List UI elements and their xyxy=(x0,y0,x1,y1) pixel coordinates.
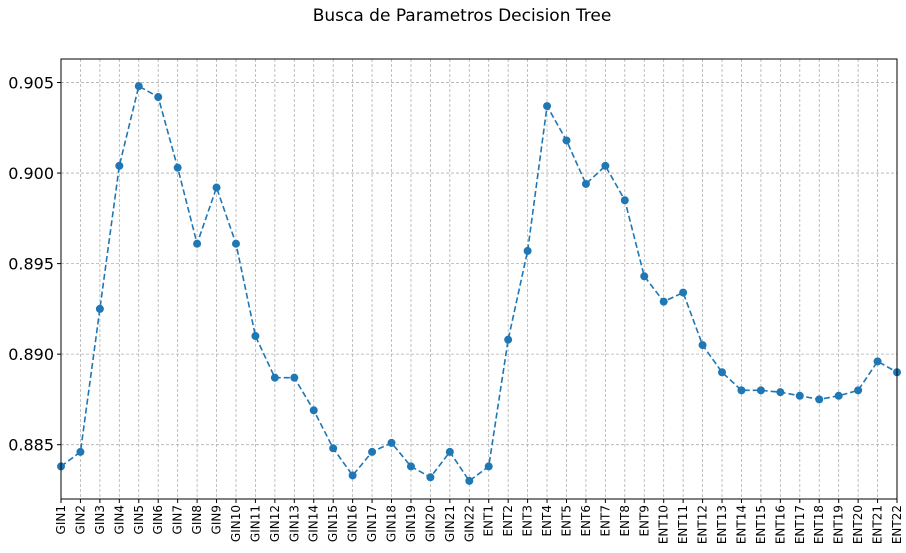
x-tick-label: GIN15 xyxy=(326,505,340,542)
data-point-gin10 xyxy=(231,239,240,248)
x-tick-label: ENT3 xyxy=(521,505,535,537)
data-point-ent3 xyxy=(523,246,532,255)
x-tick-label: ENT10 xyxy=(657,505,671,544)
x-tick-label: ENT11 xyxy=(676,505,690,544)
x-tick-label: ENT4 xyxy=(540,505,554,537)
data-point-ent4 xyxy=(543,102,552,111)
data-point-ent8 xyxy=(620,196,629,205)
data-point-ent5 xyxy=(562,136,571,145)
data-point-gin3 xyxy=(95,304,104,313)
data-point-ent15 xyxy=(756,386,765,395)
data-point-ent6 xyxy=(581,179,590,188)
plot-frame xyxy=(60,58,898,500)
data-point-gin4 xyxy=(115,161,124,170)
x-tick-label: GIN18 xyxy=(385,505,399,542)
chart-title: Busca de Parametros Decision Tree xyxy=(313,6,612,26)
x-tick-label: GIN9 xyxy=(210,505,224,534)
x-tick-labels: GIN1 GIN2 GIN3 GIN4 GIN5 GIN6 GIN7 GIN8 GIN9 GIN1… xyxy=(54,499,904,544)
data-point-gin6 xyxy=(154,93,163,102)
x-tick-label: ENT17 xyxy=(793,505,807,544)
data-point-gin5 xyxy=(134,82,143,91)
x-tick-label: GIN7 xyxy=(171,505,185,534)
y-tick-label: 0.885 xyxy=(8,436,54,455)
x-tick-label: ENT19 xyxy=(832,505,846,544)
data-point-ent1 xyxy=(484,462,493,471)
x-tick-label: ENT16 xyxy=(773,505,787,544)
grid-layer xyxy=(60,59,898,499)
data-point-gin15 xyxy=(329,444,338,453)
data-point-gin16 xyxy=(348,471,357,480)
y-tick-label: 0.905 xyxy=(8,74,54,93)
x-tick-label: ENT15 xyxy=(754,505,768,544)
x-tick-label: ENT21 xyxy=(871,505,885,544)
x-tick-label: ENT13 xyxy=(715,505,729,544)
data-point-ent16 xyxy=(776,388,785,397)
data-point-ent9 xyxy=(640,272,649,281)
data-point-gin2 xyxy=(76,447,85,456)
data-point-gin19 xyxy=(406,462,415,471)
x-tick-label: ENT22 xyxy=(890,505,904,544)
x-tick-label: GIN3 xyxy=(93,505,107,534)
data-point-ent17 xyxy=(795,391,804,400)
data-point-ent13 xyxy=(718,368,727,377)
data-point-ent10 xyxy=(659,297,668,306)
data-point-ent12 xyxy=(698,341,707,350)
x-tick-label: GIN17 xyxy=(365,505,379,542)
data-point-gin21 xyxy=(445,447,454,456)
x-tick-label: GIN22 xyxy=(462,505,476,542)
x-tick-label: GIN19 xyxy=(404,505,418,542)
x-tick-label: GIN13 xyxy=(287,505,301,542)
x-tick-label: GIN14 xyxy=(307,505,321,542)
x-tick-label: GIN10 xyxy=(229,505,243,542)
data-point-gin9 xyxy=(212,183,221,192)
data-point-ent2 xyxy=(504,335,513,344)
x-tick-label: GIN5 xyxy=(132,505,146,534)
x-tick-label: GIN4 xyxy=(112,505,126,534)
x-tick-label: ENT14 xyxy=(734,505,748,544)
x-tick-label: GIN16 xyxy=(346,505,360,542)
x-tick-label: ENT5 xyxy=(559,505,573,537)
data-point-ent7 xyxy=(601,161,610,170)
x-tick-label: ENT7 xyxy=(598,505,612,537)
x-tick-label: ENT8 xyxy=(618,505,632,537)
data-point-ent11 xyxy=(679,288,688,297)
data-point-gin8 xyxy=(193,239,202,248)
x-tick-label: ENT1 xyxy=(482,505,496,537)
y-tick-label: 0.900 xyxy=(8,164,54,183)
y-tick-labels: 0.885 0.890 0.895 0.900 0.905 xyxy=(8,74,61,455)
y-tick-label: 0.895 xyxy=(8,255,54,274)
data-point-gin14 xyxy=(309,406,318,415)
x-tick-label: GIN8 xyxy=(190,505,204,534)
y-tick-label: 0.890 xyxy=(8,345,54,364)
data-point-ent18 xyxy=(815,395,824,404)
data-point-ent14 xyxy=(737,386,746,395)
data-point-gin17 xyxy=(368,447,377,456)
x-tick-label: ENT9 xyxy=(637,505,651,537)
x-tick-label: ENT18 xyxy=(812,505,826,544)
x-tick-label: GIN2 xyxy=(73,505,87,534)
series-markers xyxy=(57,82,901,485)
data-point-gin12 xyxy=(270,373,279,382)
x-tick-label: GIN21 xyxy=(443,505,457,542)
x-tick-label: GIN12 xyxy=(268,505,282,542)
data-point-gin20 xyxy=(426,473,435,482)
data-point-gin11 xyxy=(251,332,260,341)
x-tick-label: GIN1 xyxy=(54,505,68,534)
x-tick-label: ENT2 xyxy=(501,505,515,537)
x-tick-label: GIN20 xyxy=(423,505,437,542)
x-tick-label: ENT6 xyxy=(579,505,593,537)
series-line xyxy=(60,84,898,483)
data-point-ent20 xyxy=(854,386,863,395)
data-point-gin18 xyxy=(387,438,396,447)
data-point-gin13 xyxy=(290,373,299,382)
x-tick-label: GIN6 xyxy=(151,505,165,534)
x-tick-label: GIN11 xyxy=(248,505,262,542)
x-tick-label: ENT12 xyxy=(696,505,710,544)
data-point-ent19 xyxy=(834,391,843,400)
data-point-gin7 xyxy=(173,163,182,172)
x-tick-label: ENT20 xyxy=(851,505,865,544)
data-point-ent21 xyxy=(873,357,882,366)
data-point-gin22 xyxy=(465,476,474,485)
